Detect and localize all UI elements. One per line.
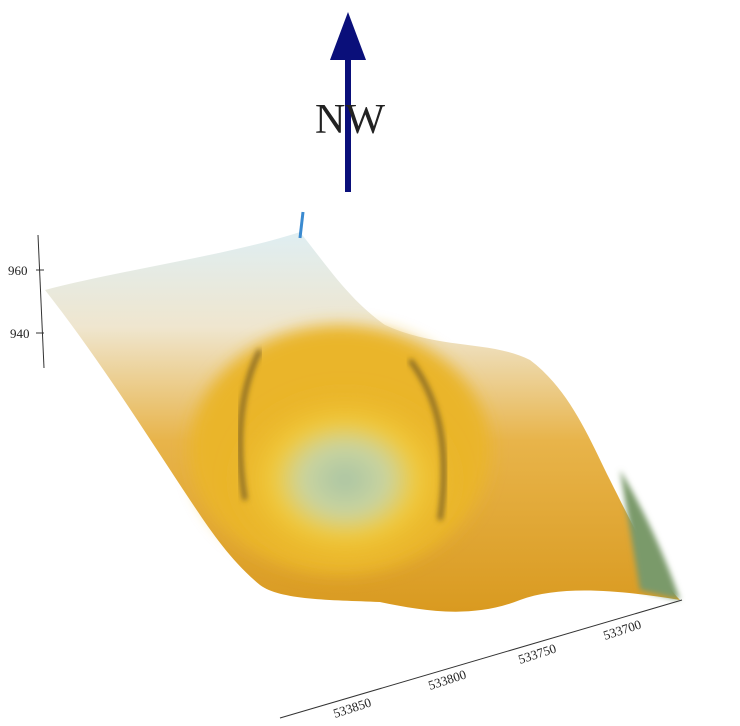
x-axis [280, 600, 682, 718]
x-tick-label: 533850 [331, 695, 373, 721]
x-tick-label: 533750 [516, 641, 558, 667]
surface-view: NW 960 940 533850 533800 533750 533700 [0, 0, 740, 726]
compass-label: NW [315, 97, 385, 143]
page: NW 960 940 533850 533800 533750 533700 (… [0, 0, 740, 726]
x-tick-label: 533700 [601, 617, 643, 643]
z-axis [38, 235, 44, 368]
z-tick-label: 940 [10, 326, 30, 341]
north-arrow-head [330, 12, 366, 60]
pit-floor [225, 375, 465, 565]
x-tick-label: 533800 [426, 667, 468, 693]
terrain-peak [300, 212, 303, 238]
z-tick-label: 960 [8, 263, 28, 278]
